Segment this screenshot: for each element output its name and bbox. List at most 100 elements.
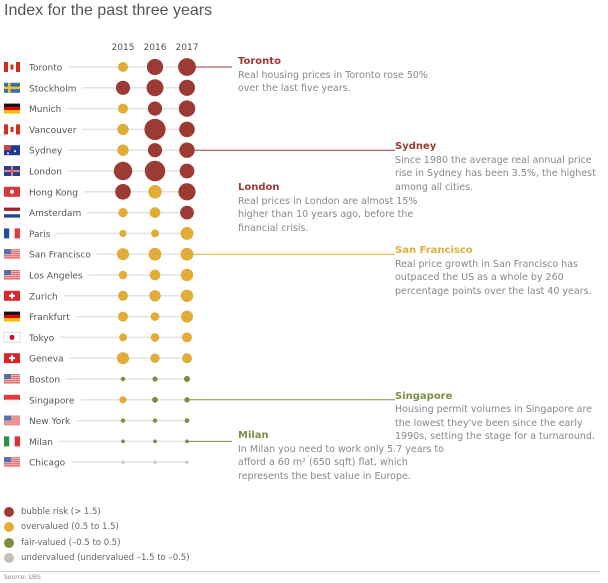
- bubble-boston-2017: [183, 375, 191, 383]
- legend-item: overvalued (0.5 to 1.5): [4, 520, 190, 536]
- flag-usa-icon: [4, 270, 20, 280]
- bubble-toronto-2015: [118, 62, 128, 72]
- source-note: Source: UBS: [4, 574, 41, 581]
- city-label: Geneva: [29, 355, 64, 365]
- bubble-stockholm-2017: [178, 79, 196, 96]
- bubble-stockholm-2016: [146, 79, 164, 97]
- bubble-sydney-2016: [147, 143, 163, 158]
- year-label: 2016: [144, 43, 167, 53]
- annotation-san-francisco: San Francisco Real price growth in San Fr…: [395, 244, 605, 298]
- bubble-stockholm-2015: [115, 80, 131, 95]
- bubble-frankfurt-2017: [180, 310, 194, 323]
- bubble-tokyo-2016: [150, 333, 160, 342]
- city-label: Zurich: [29, 292, 58, 302]
- bubble-zurich-2017: [180, 289, 194, 303]
- annotation-london: London Real prices in London are almost 1…: [238, 181, 448, 235]
- flag-hongkong-icon: [4, 186, 20, 197]
- annotation-milan: Milan In Milan you need to work only 5.7 …: [238, 429, 448, 483]
- flag-usa-icon: [4, 249, 20, 260]
- bubble-new-york-2016: [152, 418, 158, 423]
- flag-netherlands-icon: [4, 207, 20, 218]
- annotation-singapore: Singapore Housing permit volumes in Singa…: [395, 390, 605, 444]
- city-label: Chicago: [29, 459, 66, 469]
- annotation-heading: London: [238, 182, 280, 193]
- flag-uk-icon: [4, 166, 20, 176]
- legend-label: undervalued (undervalued –1.5 to –0.5): [21, 553, 190, 564]
- bubble-chicago-2015: [121, 460, 125, 464]
- bubble-geneva-2016: [150, 353, 160, 363]
- bubble-singapore-2016: [152, 396, 158, 403]
- bubble-frankfurt-2016: [150, 312, 160, 321]
- flag-sweden-icon: [4, 82, 20, 93]
- annotation-text: Real housing prices in Toronto rose 50% …: [238, 69, 428, 95]
- bubble-vancouver-2016: [144, 118, 166, 140]
- city-label: Sydney: [29, 147, 63, 157]
- bubble-san-francisco-2015: [116, 248, 130, 261]
- annotation-sydney: Sydney Since 1980 the average real annual…: [395, 140, 605, 194]
- flag-germany-icon: [4, 311, 20, 322]
- bubble-chicago-2017: [185, 460, 189, 464]
- city-label: Munich: [29, 105, 61, 115]
- annotation-toronto: Toronto Real housing prices in Toronto ro…: [238, 55, 448, 96]
- bubble-geneva-2017: [182, 353, 192, 364]
- annotation-heading: Milan: [238, 430, 269, 442]
- flag-usa-icon: [4, 457, 20, 468]
- flag-canada-icon: [4, 62, 20, 72]
- bubble-munich-2015: [118, 103, 128, 114]
- city-label: Paris: [29, 230, 51, 240]
- bubble-hong-kong-2015: [115, 184, 131, 200]
- bubble-geneva-2015: [116, 352, 130, 365]
- legend-label: overvalued (0.5 to 1.5): [21, 522, 119, 533]
- chart-title: Index for the past three years: [4, 2, 213, 19]
- bubble-singapore-2015: [119, 396, 127, 404]
- legend-swatch-icon: [4, 537, 14, 548]
- bubble-tokyo-2017: [182, 332, 192, 343]
- bubble-amsterdam-2016: [149, 207, 161, 218]
- legend-item: fair-valued (–0.5 to 0.5): [4, 535, 190, 551]
- city-label: Toronto: [28, 64, 63, 74]
- bubble-london-2017: [179, 163, 195, 179]
- legend-label: fair-valued (–0.5 to 0.5): [21, 537, 121, 548]
- bubble-paris-2017: [180, 226, 194, 240]
- year-label: 2015: [112, 43, 135, 53]
- bubble-munich-2016: [147, 101, 163, 116]
- bubble-london-2015: [113, 161, 133, 181]
- bubble-toronto-2016: [146, 58, 164, 76]
- city-label: Los Angeles: [29, 272, 83, 282]
- bubble-new-york-2017: [184, 418, 190, 423]
- annotation-heading: San Francisco: [395, 245, 473, 257]
- bubble-london-2016: [144, 160, 166, 182]
- flag-canada-icon: [4, 124, 20, 135]
- city-label: London: [29, 168, 62, 178]
- flag-switzerland-icon: [4, 290, 20, 301]
- legend-swatch-icon: [4, 553, 14, 564]
- bubble-chicago-2016: [153, 460, 157, 464]
- bubble-tokyo-2015: [119, 333, 127, 342]
- city-label: Stockholm: [29, 84, 76, 94]
- flag-switzerland-icon: [4, 353, 20, 364]
- legend-item: undervalued (undervalued –1.5 to –0.5): [4, 551, 190, 567]
- bubble-vancouver-2015: [117, 123, 129, 136]
- flag-france-icon: [4, 228, 20, 239]
- legend-swatch-icon: [4, 506, 14, 517]
- city-label: Amsterdam: [29, 209, 81, 219]
- bubble-munich-2017: [178, 100, 196, 117]
- city-label: Vancouver: [29, 126, 77, 136]
- annotation-heading: Toronto: [238, 56, 281, 67]
- flag-usa-icon: [4, 415, 20, 426]
- footer-divider: [0, 571, 600, 572]
- flag-germany-icon: [4, 103, 20, 114]
- city-label: Milan: [29, 438, 53, 448]
- bubble-zurich-2015: [118, 290, 128, 301]
- annotation-text: Real prices in London are almost 15% hig…: [238, 195, 418, 234]
- flag-japan-icon: [3, 331, 21, 343]
- legend-swatch-icon: [4, 522, 14, 533]
- bubble-new-york-2015: [120, 418, 126, 423]
- annotation-text: Real price growth in San Francisco has o…: [395, 258, 592, 297]
- bubble-paris-2015: [119, 229, 127, 237]
- flag-australia-icon: [4, 145, 20, 156]
- bubble-milan-2015: [121, 439, 125, 444]
- city-label: Hong Kong: [29, 188, 78, 198]
